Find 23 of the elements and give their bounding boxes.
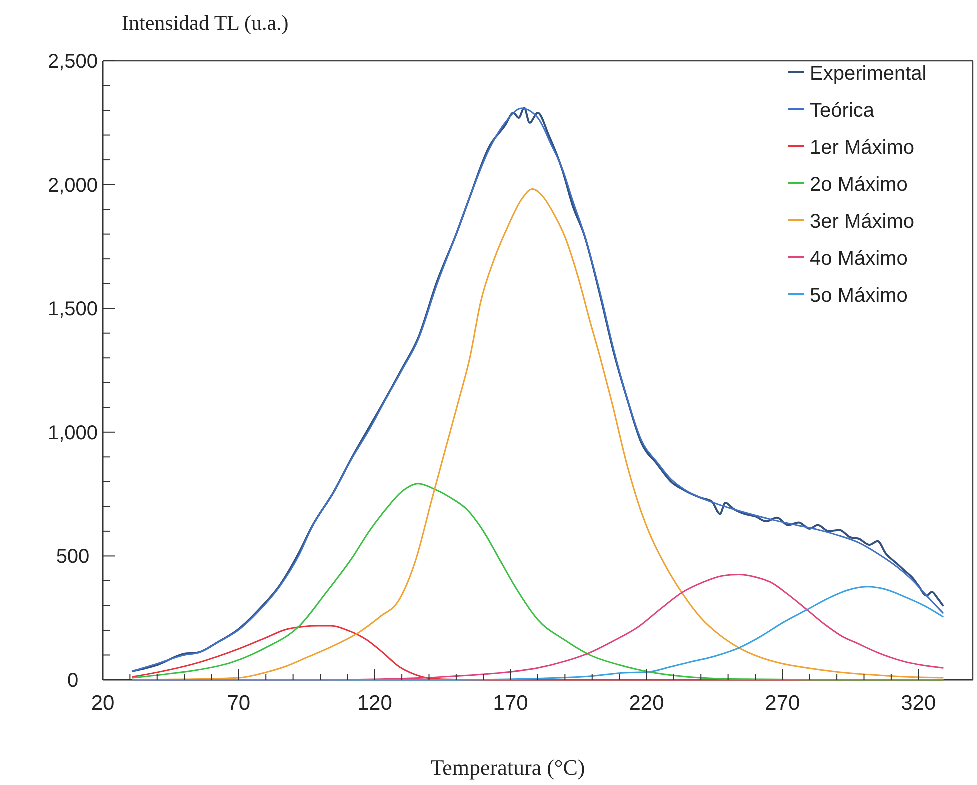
x-tick-label: 120 [357,692,392,715]
legend-label: 1er Máximo [810,137,914,159]
y-tick-label: 1,500 [48,298,98,321]
legend-label: 2o Máximo [810,174,908,196]
y-tick-label: 1,000 [48,422,98,444]
x-tick-label: 270 [765,692,800,715]
legend-label: Experimental [810,63,927,85]
legend-label: 4o Máximo [810,248,908,270]
y-tick-label: 2,000 [48,174,98,197]
y-tick-label: 500 [56,546,90,568]
x-tick-label: 170 [493,692,528,715]
y-axis-title: Intensidad TL (u.a.) [122,11,289,35]
x-axis-title: Temperatura (°C) [430,755,586,780]
legend-label: Teórica [810,100,876,122]
x-tick-label: 20 [91,692,115,715]
y-tick-label: 2,500 [48,51,98,73]
legend-label: 5o Máximo [810,285,908,307]
x-tick-label: 70 [227,692,251,715]
legend-label: 3er Máximo [810,211,914,233]
x-tick-label: 320 [901,692,936,715]
x-tick-label: 220 [629,692,664,715]
line-series [132,483,944,681]
y-tick-label: 0 [67,670,79,692]
